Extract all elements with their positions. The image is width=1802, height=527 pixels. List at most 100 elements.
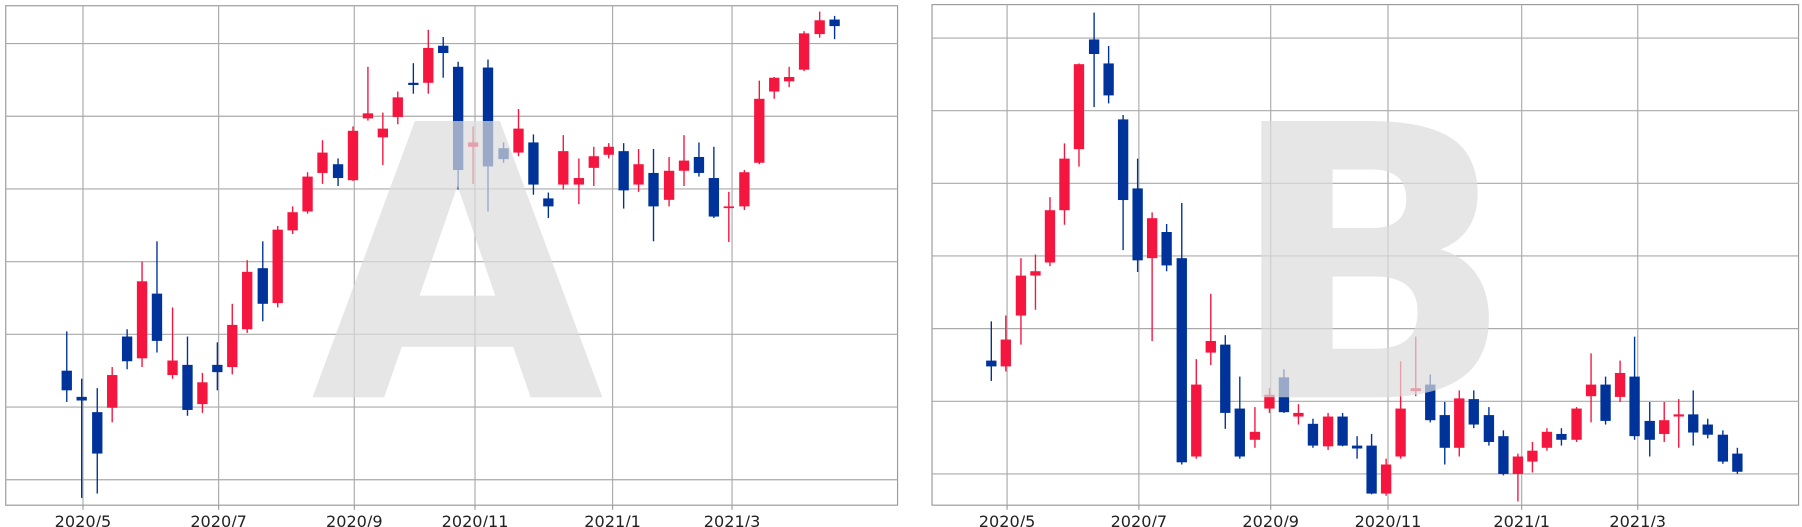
candle-body	[1600, 384, 1611, 421]
candle-body	[1161, 232, 1172, 266]
candle-body	[1351, 445, 1363, 449]
candle-body	[663, 170, 675, 200]
candle-body	[588, 156, 599, 168]
candle-body	[1410, 388, 1421, 392]
candle-body	[1732, 453, 1743, 472]
candle-body	[1293, 412, 1304, 417]
candle-body	[678, 160, 690, 171]
candle-body	[1629, 376, 1640, 437]
candle-body	[332, 164, 344, 179]
candle-body	[167, 360, 178, 376]
plot-area	[5, 5, 899, 506]
x-tick-label: 2020/7	[190, 512, 247, 527]
candle-body	[1512, 456, 1524, 474]
candle-body	[1425, 384, 1436, 421]
candle-body	[1688, 414, 1699, 433]
candle-body	[92, 412, 103, 454]
candle-body	[1483, 415, 1495, 442]
candle-body	[1541, 431, 1553, 448]
candle-body	[1234, 408, 1245, 457]
watermark: B	[1227, 46, 1516, 487]
candle-body	[814, 20, 825, 35]
candle-body	[558, 151, 569, 185]
candle-body	[1659, 420, 1670, 434]
candle-body	[1132, 188, 1143, 261]
candle-body	[1366, 445, 1377, 494]
candle-body	[1307, 423, 1319, 446]
candle-body	[1717, 434, 1729, 462]
candle-body	[1073, 64, 1085, 150]
candle-body	[227, 324, 238, 368]
candle-body	[317, 152, 328, 173]
candle-body	[362, 113, 374, 119]
candle-body	[1644, 420, 1655, 440]
candle-body	[723, 206, 734, 209]
candle-body	[287, 212, 298, 231]
candle-body	[1176, 258, 1187, 463]
candle-body	[1439, 415, 1450, 448]
candle-body	[302, 176, 313, 212]
candle-body	[1380, 464, 1392, 494]
candle-body	[1571, 408, 1582, 440]
candle-body	[1220, 344, 1231, 413]
candle-body	[1000, 339, 1011, 367]
candle-body	[1278, 377, 1290, 413]
candle-body	[739, 172, 750, 207]
candle-body	[1059, 158, 1070, 211]
candle-body	[136, 281, 148, 359]
x-tick-label: 2020/5	[979, 512, 1036, 527]
candle-body	[1249, 431, 1261, 440]
candle-body	[61, 370, 72, 391]
candle-body	[408, 82, 419, 85]
candle-body	[618, 151, 629, 191]
candle-body	[347, 130, 359, 181]
candle-body	[543, 198, 554, 207]
candle-body	[498, 148, 509, 160]
candle-body	[1454, 398, 1465, 448]
candle-body	[769, 77, 780, 92]
candle-body	[1585, 384, 1597, 397]
candle-body	[197, 382, 208, 405]
x-tick-label: 2020/9	[1242, 512, 1299, 527]
candle-body	[1337, 416, 1348, 446]
candle-body	[1556, 433, 1567, 440]
candle-body	[482, 67, 494, 167]
candle-body	[76, 396, 87, 401]
x-tick-label: 2020/5	[55, 512, 112, 527]
candle-body	[829, 19, 840, 27]
candle-body	[986, 360, 997, 367]
candle-body	[798, 33, 810, 70]
candle-body	[1044, 210, 1056, 263]
candlestick-chart: 2020/5 2020/7 2020/9 2020/11 2021/1 2021/3 B	[931, 4, 1800, 527]
candle-body	[438, 45, 449, 53]
x-tick-label: 2021/3	[704, 512, 761, 527]
candle-body	[1117, 119, 1129, 201]
candle-body	[467, 142, 479, 147]
candle-body	[377, 128, 389, 138]
candle-body	[1527, 450, 1538, 462]
candle-body	[257, 268, 268, 304]
x-tick-label: 2021/1	[1493, 512, 1550, 527]
candle-body	[1498, 436, 1509, 474]
candle-body	[513, 128, 524, 153]
candle-body	[107, 375, 118, 408]
candle-body	[1468, 399, 1479, 425]
candle-body	[648, 172, 659, 207]
candle-body	[151, 293, 163, 341]
x-tick-label: 2020/11	[1355, 512, 1422, 527]
candle-body	[603, 146, 614, 155]
candle-body	[573, 178, 585, 185]
candle-body	[1702, 424, 1713, 435]
candle-body	[633, 164, 644, 185]
candle-body	[1395, 408, 1406, 457]
x-tick-label: 2020/7	[1111, 512, 1168, 527]
candle-body	[528, 142, 539, 185]
watermark: A	[311, 46, 607, 487]
x-tick-label: 2020/9	[326, 512, 383, 527]
candle-body	[1614, 372, 1626, 397]
x-tick-label: 2020/11	[442, 512, 509, 527]
candle-body	[272, 229, 283, 304]
candle-body	[1205, 340, 1216, 353]
